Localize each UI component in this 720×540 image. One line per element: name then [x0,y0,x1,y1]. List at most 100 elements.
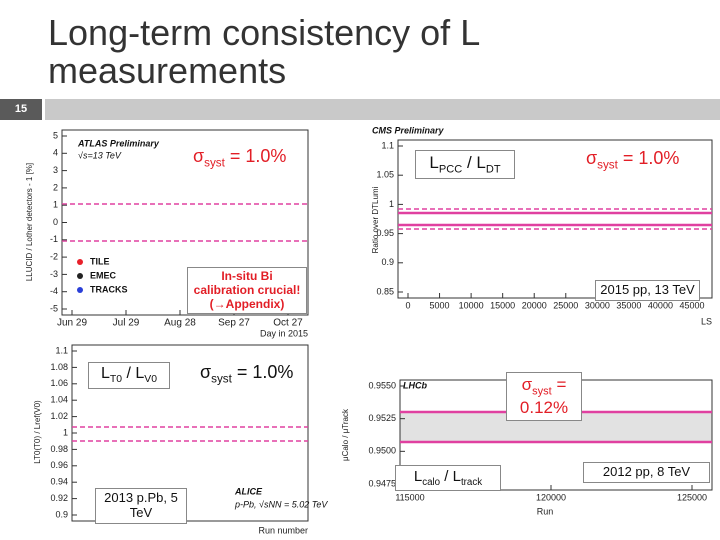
x-tick-label: 20000 [522,300,547,310]
inset-label: ATLAS Preliminary [77,138,160,148]
x-tick-label: 25000 [553,300,578,310]
y-tick-label: 1.08 [50,362,68,372]
annotation-text: In-situ Bi calibration crucial! (→Append… [193,269,301,311]
inset-label: √s=13 TeV [78,150,122,160]
y-tick-label: 0.9475 [368,478,396,488]
y-tick-label: 0.9 [55,509,68,519]
x-tick-label: 120000 [536,492,566,502]
annotation-text: L [101,365,110,382]
x-tick-label: Jul 29 [113,318,140,329]
y-tick-label: 1.05 [376,170,394,180]
annotation-text: 2013 p.Pb, 5 TeV [104,490,178,520]
x-tick-label: 115000 [395,492,424,502]
annotation: Lcalo / Ltrack [395,465,501,492]
annotation-text: / L [462,153,486,172]
y-tick-label: 1 [63,427,68,437]
y-tick-label: -2 [50,251,58,261]
x-tick-label: 5000 [430,300,450,310]
annotation: σsyst = 1.0% [193,146,313,170]
y-tick-label: 1.06 [50,378,68,388]
legend-label: TRACKS [90,284,128,294]
y-tick-label: 0.9 [381,257,394,267]
y-tick-label: 0.9550 [368,380,396,390]
subscript: syst [204,156,225,170]
y-tick-label: 0.96 [50,460,68,470]
x-tick-label: 125000 [677,492,707,502]
annotation-text: = 0.12% [519,375,569,418]
y-tick-label: 1.04 [50,395,68,405]
x-tick-label: 45000 [679,300,704,310]
legend-label: EMEC [90,270,117,280]
annotation-text: = 1.0% [231,362,294,382]
annotation-text: L [413,468,423,485]
subscript: DT [485,163,501,176]
annotation: 2015 pp, 13 TeV [595,280,700,301]
annotation-text: = 1.0% [224,146,287,166]
y-tick-label: 0.94 [50,477,68,487]
inset-label: ALICE [234,486,263,496]
x-tick-label: Jun 29 [57,318,87,329]
annotation-text: = 1.0% [617,148,680,168]
y-tick-label: 1 [389,199,394,209]
annotation: LPCC / LDT [415,150,515,180]
y-tick-label: 1.1 [55,345,68,355]
y-tick-label: 1.02 [50,411,68,421]
y-tick-label: -1 [50,234,58,244]
annotation-text: σ [193,146,205,166]
annotation-text: / L [122,365,145,382]
legend-marker [77,273,83,279]
x-tick-label: Oct 27 [273,318,303,329]
legend-marker [77,287,83,293]
annotation-text: σ [586,148,598,168]
y-tick-label: 0 [53,217,58,227]
plot-frame [397,139,713,299]
legend-label: TILE [90,256,110,266]
annotation-text: 2015 pp, 13 TeV [600,282,695,297]
annotation: σsyst = 1.0% [586,148,716,172]
subscript: T0 [109,374,123,386]
subscript: PCC [438,163,463,176]
x-tick-label: Aug 28 [164,318,196,329]
subscript: syst [211,372,232,386]
annotation: 2012 pp, 8 TeV [583,462,710,483]
x-tick-label: 35000 [616,300,641,310]
annotation: σsyst = 0.12% [506,372,582,421]
x-axis-label: Run [537,506,554,516]
header-bar [45,99,720,120]
x-tick-label: 10000 [459,300,484,310]
annotation: LT0 / LV0 [88,362,170,390]
y-tick-label: 2 [53,182,58,192]
number-block [0,99,42,120]
y-tick-label: 0.9500 [368,446,396,456]
x-tick-label: Sep 27 [218,318,250,329]
annotation: In-situ Bi calibration crucial! (→Append… [187,267,307,315]
y-tick-label: 0.85 [376,286,394,296]
annotation-text: 2012 pp, 8 TeV [602,464,691,479]
subscript: track [460,477,483,488]
inset-label: p-Pb, √sNN = 5.02 TeV [234,499,328,509]
x-tick-label: 15000 [490,300,515,310]
slide-number: 15 [14,103,28,115]
x-axis-label: LS [701,316,712,326]
y-tick-label: -4 [50,286,58,296]
y-tick-label: -5 [50,303,58,313]
y-tick-label: 5 [53,130,58,140]
y-tick-label: -3 [50,269,58,279]
annotation-text: L [429,153,439,172]
y-tick-label: 0.98 [50,444,68,454]
y-tick-label: 1 [53,200,58,210]
x-tick-label: 30000 [585,300,610,310]
legend-marker [77,259,83,265]
slide-title: Long-term consistency of L measurements [48,12,479,91]
subscript: syst [597,158,618,172]
y-axis-label: LT0(T0) / Lref(V0) [33,400,42,464]
y-tick-label: 3 [53,165,58,175]
y-axis-label: μCalo / μTrack [341,408,350,461]
y-tick-label: 0.9525 [368,413,396,423]
annotation-text: σ [200,362,212,382]
inset-label: CMS Preliminary [372,125,445,135]
x-tick-label: 40000 [648,300,673,310]
inset-label: LHCb [403,380,427,390]
x-axis-label: Run number [258,525,308,535]
